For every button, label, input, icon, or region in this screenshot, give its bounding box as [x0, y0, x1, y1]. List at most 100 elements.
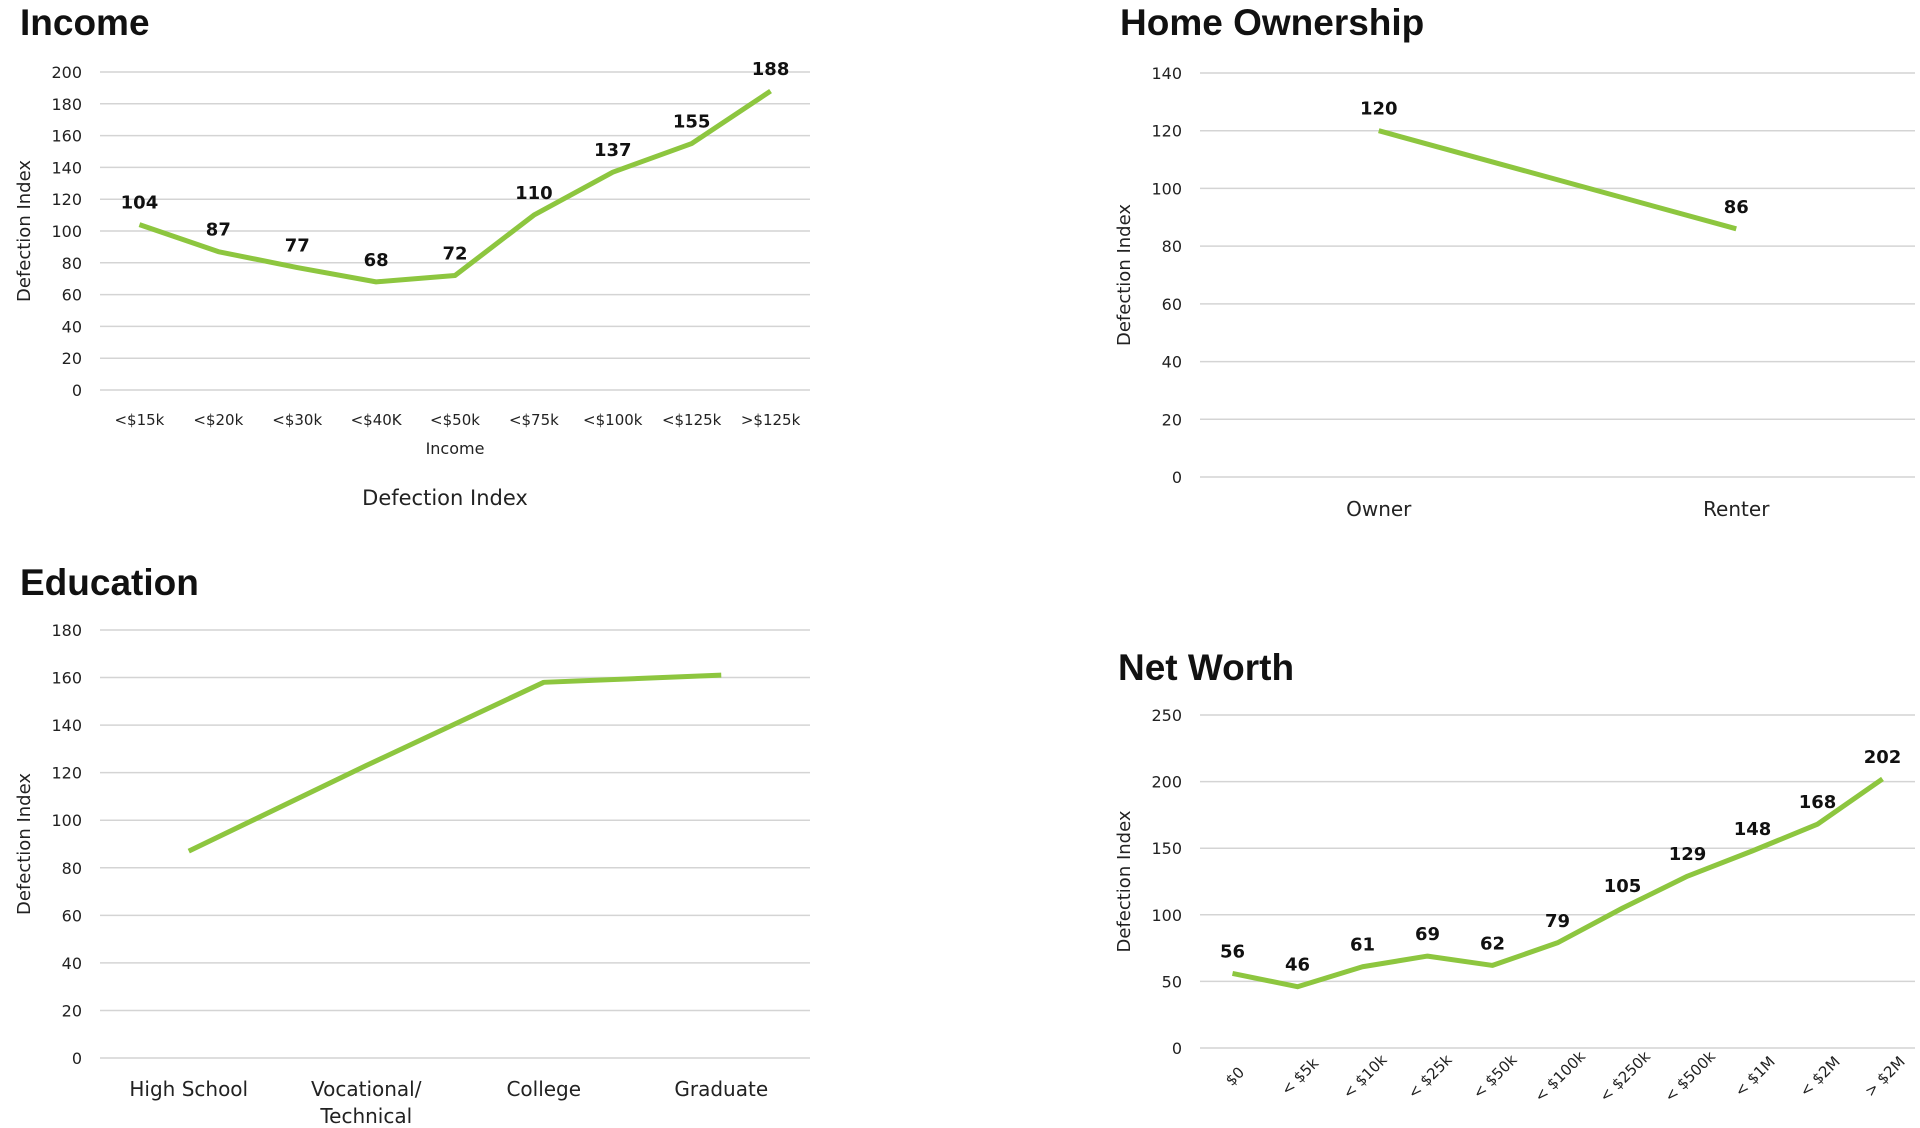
data-label: 129	[1669, 844, 1707, 865]
x-tick-label: <$20k	[193, 411, 243, 429]
y-tick-label: 80	[62, 254, 82, 273]
x-tick-label: <$30k	[272, 411, 322, 429]
y-tick-label: 150	[1151, 839, 1182, 858]
legend-entry: Defection Index	[362, 486, 528, 510]
y-tick-label: 140	[51, 716, 82, 735]
data-label: 87	[206, 220, 231, 241]
y-tick-label: 100	[1151, 179, 1182, 198]
data-label: 168	[1799, 792, 1837, 813]
y-tick-label: 0	[1172, 468, 1182, 487]
x-tick-label: <$40K	[351, 411, 403, 429]
x-tick-label: <$75k	[509, 411, 559, 429]
series-line	[187, 672, 722, 854]
data-label: 105	[1604, 876, 1642, 897]
y-tick-label: 40	[62, 954, 82, 973]
y-tick-label: 140	[51, 158, 82, 177]
x-tick-label: < $1M	[1731, 1053, 1779, 1101]
x-tick-label: < $50k	[1469, 1051, 1521, 1103]
x-tick-label: < $250k	[1596, 1047, 1654, 1105]
y-axis-title: Defection Index	[14, 160, 35, 302]
y-tick-label: 160	[51, 669, 82, 688]
y-tick-label: 120	[51, 190, 82, 209]
series-line	[138, 88, 772, 285]
home-ownership-line-chart: 0 20 40 60 80 100 120 140 Defection Index Owner Re…	[1114, 64, 1915, 521]
x-tick-label: < $2M	[1796, 1053, 1844, 1101]
x-tick-label: <$125k	[662, 411, 722, 429]
home-ownership-chart-title: Home Ownership	[1120, 2, 1425, 43]
x-tick-label: $0	[1222, 1063, 1248, 1089]
y-tick-label: 40	[1162, 353, 1182, 372]
x-tick-label: < $100k	[1531, 1047, 1589, 1105]
y-axis-title: Defection Index	[14, 773, 35, 915]
data-label: 72	[442, 244, 467, 265]
x-tick-label: Vocational/Technical	[311, 1077, 422, 1128]
education-line-chart: 0 20 40 60 80 100 120 140 160 180 Defection Index H…	[14, 621, 810, 1128]
data-label: 120	[1360, 99, 1398, 120]
x-tick-label: <$50k	[430, 411, 480, 429]
x-tick-label: > $2M	[1861, 1053, 1909, 1101]
x-tick-label: Renter	[1703, 497, 1770, 521]
y-tick-label: 20	[1162, 410, 1182, 429]
y-tick-label: 80	[1162, 237, 1182, 256]
series-line	[1378, 128, 1737, 232]
y-tick-label: 180	[51, 95, 82, 114]
x-tick-label: Owner	[1346, 497, 1412, 521]
y-tick-label: 60	[1162, 295, 1182, 314]
data-label: 68	[364, 250, 389, 271]
data-label: 155	[673, 112, 711, 133]
y-tick-label: 0	[72, 381, 82, 400]
y-axis-title: Defection Index	[1114, 810, 1135, 952]
x-axis-title: Income	[426, 439, 485, 458]
y-tick-label: 200	[51, 63, 82, 82]
data-label: 104	[121, 193, 159, 214]
x-tick-label: >$125k	[741, 411, 801, 429]
education-chart-title: Education	[20, 562, 199, 603]
income-line-chart: 0 20 40 60 80 100 120 140 160 180 200 Defection Ind…	[14, 59, 810, 510]
y-tick-label: 250	[1151, 706, 1182, 725]
x-tick-label: High School	[129, 1077, 248, 1101]
y-tick-label: 200	[1151, 773, 1182, 792]
data-label: 77	[285, 236, 310, 257]
data-label: 86	[1724, 197, 1749, 218]
data-label: 46	[1285, 955, 1310, 976]
y-tick-label: 120	[51, 764, 82, 783]
y-tick-label: 20	[62, 1001, 82, 1020]
y-tick-label: 140	[1151, 64, 1182, 83]
data-label: 188	[752, 59, 790, 80]
y-tick-label: 180	[51, 621, 82, 640]
net-worth-chart-title: Net Worth	[1118, 647, 1295, 688]
data-label: 62	[1480, 933, 1505, 954]
x-tick-label: College	[506, 1077, 581, 1101]
y-tick-label: 100	[51, 811, 82, 830]
y-tick-label: 100	[1151, 906, 1182, 925]
x-tick-label: <$100k	[583, 411, 643, 429]
series-line	[1231, 776, 1884, 990]
y-tick-label: 60	[62, 286, 82, 305]
x-tick-label: < $500k	[1661, 1047, 1719, 1105]
y-tick-label: 20	[62, 349, 82, 368]
data-label: 61	[1350, 935, 1375, 956]
y-tick-label: 50	[1162, 972, 1182, 991]
y-tick-label: 0	[72, 1049, 82, 1068]
y-tick-label: 80	[62, 859, 82, 878]
x-tick-label: Graduate	[674, 1077, 768, 1101]
income-chart-title: Income	[20, 2, 150, 43]
x-tick-label: < $10k	[1339, 1051, 1391, 1103]
y-tick-label: 40	[62, 317, 82, 336]
x-tick-label: <$15k	[114, 411, 164, 429]
x-tick-label: < $25k	[1404, 1051, 1456, 1103]
y-tick-label: 160	[51, 127, 82, 146]
data-label: 79	[1545, 911, 1570, 932]
data-label: 148	[1734, 819, 1772, 840]
data-label: 56	[1220, 941, 1245, 962]
data-label: 69	[1415, 924, 1440, 945]
data-label: 110	[515, 183, 553, 204]
y-tick-label: 0	[1172, 1039, 1182, 1058]
data-label: 137	[594, 140, 632, 161]
data-label: 202	[1864, 747, 1902, 768]
y-tick-label: 60	[62, 906, 82, 925]
net-worth-line-chart: 0 50 100 150 200 250 Defection Index $0 < $5k < $…	[1114, 706, 1915, 1106]
y-tick-label: 120	[1151, 122, 1182, 141]
x-tick-label: < $5k	[1278, 1054, 1323, 1099]
y-axis-title: Defection Index	[1114, 204, 1135, 346]
